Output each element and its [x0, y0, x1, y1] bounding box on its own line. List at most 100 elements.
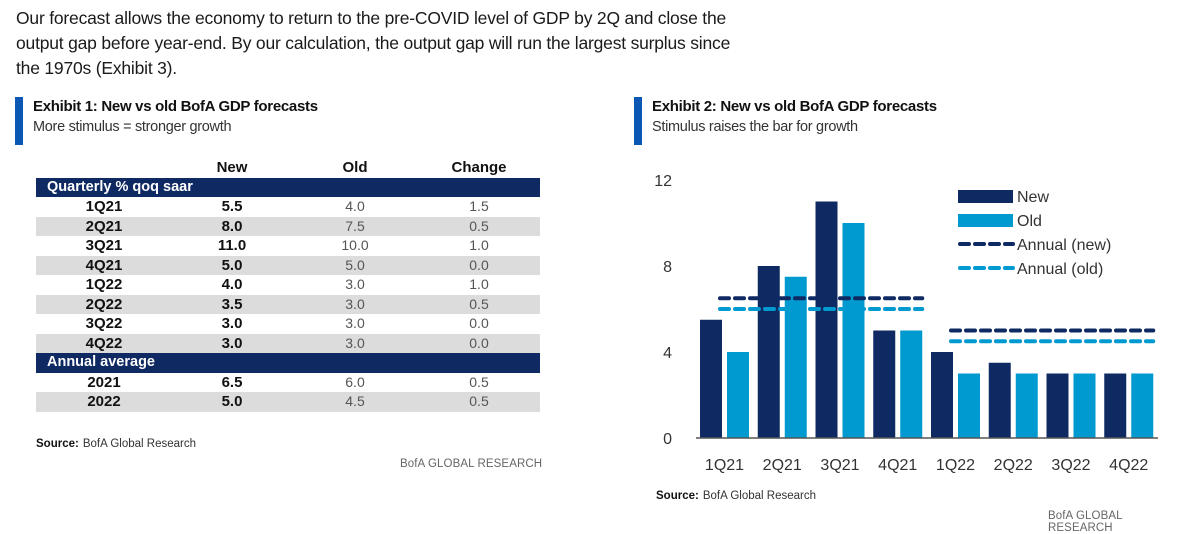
row-label: 4Q22	[36, 333, 172, 353]
section-header-label: Quarterly % qoq saar	[36, 177, 540, 197]
cell-old: 4.0	[345, 198, 365, 215]
bar-new-1q21	[700, 319, 722, 438]
table-row: 3Q21 11.0 10.0 1.0	[36, 236, 540, 256]
bar-old-2q22	[1015, 373, 1038, 438]
bar-new-1q22	[931, 352, 953, 438]
legend-label: Annual (old)	[1017, 261, 1103, 278]
cell-old: 3.0	[345, 315, 365, 332]
cell-old: 5.0	[292, 255, 418, 275]
cell-change: 1.5	[469, 198, 489, 215]
row-label: 1Q22	[85, 276, 123, 294]
exhibit1-source-label: Source:	[36, 438, 79, 450]
cell-change: 0.0	[418, 333, 540, 353]
exhibit2-subtitle: Stimulus raises the bar for growth	[652, 119, 858, 135]
cell-change: 1.0	[469, 276, 489, 293]
x-tick-label: 2Q21	[763, 457, 802, 474]
cell-new: 3.5	[172, 294, 292, 314]
cell-change: 1.0	[469, 237, 489, 254]
cell-new: 5.0	[172, 392, 292, 412]
exhibit2-source-label: Source:	[656, 490, 699, 502]
col-header-label	[36, 158, 172, 178]
cell-new: 4.0	[221, 276, 243, 294]
legend-swatch-old	[958, 214, 1013, 227]
bar-old-1q22	[958, 373, 980, 438]
cell-new: 3.0	[221, 315, 243, 333]
table-row: 3Q22 3.0 3.0 0.0	[36, 314, 540, 334]
bar-old-2q21	[784, 276, 807, 438]
legend-swatch-new	[958, 190, 1013, 203]
cell-old: 6.0	[345, 373, 365, 390]
row-label: 2Q21	[36, 216, 172, 236]
cell-old: 3.0	[292, 294, 418, 314]
exhibit2-title: Exhibit 2: New vs old BofA GDP forecasts	[652, 98, 937, 115]
forecast-table: New Old Change Quarterly % qoq saar 1Q21 5…	[36, 158, 540, 412]
row-label: 2022	[36, 392, 172, 412]
exhibit2-brand: BofA GLOBAL RESEARCH	[1048, 510, 1123, 534]
section-header-label: Annual average	[36, 353, 540, 373]
exhibit2-source: Source: BofA Global Research	[656, 490, 816, 502]
bar-new-2q22	[988, 362, 1011, 438]
exhibit1-source: Source: BofA Global Research	[36, 438, 196, 450]
cell-change: 0.5	[418, 392, 540, 412]
row-label: 2Q22	[36, 294, 172, 314]
bar-new-4q21	[873, 330, 896, 438]
table-header-row: New Old Change	[36, 158, 540, 178]
exhibit2-source-text: BofA Global Research	[702, 490, 816, 502]
bar-new-4q22	[1104, 373, 1127, 438]
table-row: 4Q22 3.0 3.0 0.0	[36, 333, 540, 353]
col-header-old: Old	[342, 159, 368, 177]
x-tick-label: 1Q21	[705, 457, 744, 474]
exhibit1-accent-bar	[15, 97, 23, 145]
cell-old: 10.0	[341, 237, 369, 254]
section-header-row: Annual average	[36, 353, 540, 373]
bar-new-3q21	[815, 201, 838, 438]
col-header-change: Change	[451, 159, 507, 177]
col-header-new: New	[216, 159, 248, 177]
cell-new: 3.0	[172, 333, 292, 353]
cell-change: 0.0	[469, 315, 489, 332]
legend-label: Annual (new)	[1017, 237, 1111, 254]
table-row: 1Q21 5.5 4.0 1.5	[36, 197, 540, 217]
table-row: 1Q22 4.0 3.0 1.0	[36, 275, 540, 295]
y-tick-label: 8	[663, 259, 672, 276]
row-label: 3Q22	[85, 315, 123, 333]
table-row: 2021 6.5 6.0 0.5	[36, 373, 540, 393]
y-tick-label: 0	[663, 431, 672, 448]
cell-old: 4.5	[292, 392, 418, 412]
cell-new: 5.5	[221, 198, 243, 216]
exhibit1-header: Exhibit 1: New vs old BofA GDP forecasts…	[15, 97, 318, 145]
cell-old: 7.5	[292, 216, 418, 236]
x-tick-label: 4Q21	[878, 457, 917, 474]
exhibit1-title: Exhibit 1: New vs old BofA GDP forecasts	[33, 98, 318, 115]
cell-old: 3.0	[292, 333, 418, 353]
row-label: 1Q21	[85, 198, 123, 216]
table-row: 2022 5.0 4.5 0.5	[36, 392, 540, 412]
cell-new: 11.0	[217, 237, 247, 255]
bar-old-3q21	[842, 223, 865, 438]
bar-old-4q21	[900, 330, 923, 438]
cell-change: 0.0	[418, 255, 540, 275]
x-tick-label: 3Q22	[1051, 457, 1090, 474]
gdp-bar-chart: 0 4 8 12 1Q21 2Q21 3Q21 4Q21 1Q22 2Q22 3Q22 4Q22 New…	[654, 173, 1158, 474]
bar-old-1q21	[727, 352, 749, 438]
x-tick-label: 2Q22	[994, 457, 1033, 474]
table-row: 4Q21 5.0 5.0 0.0	[36, 255, 540, 275]
table-row: 2Q22 3.5 3.0 0.5	[36, 294, 540, 314]
bar-old-3q22	[1073, 373, 1096, 438]
row-label: 4Q21	[36, 255, 172, 275]
exhibit1-subtitle: More stimulus = stronger growth	[33, 119, 232, 135]
y-tick-label: 12	[654, 173, 672, 190]
section-header-row: Quarterly % qoq saar	[36, 177, 540, 197]
cell-change: 0.5	[418, 216, 540, 236]
legend-label: Old	[1017, 213, 1042, 230]
bar-new-3q22	[1046, 373, 1069, 438]
x-tick-label: 3Q21	[820, 457, 859, 474]
cell-change: 0.5	[469, 373, 489, 390]
exhibit1-source-text: BofA Global Research	[82, 438, 196, 450]
cell-new: 5.0	[172, 255, 292, 275]
legend-label: New	[1017, 189, 1049, 206]
exhibit2-accent-bar	[634, 97, 642, 145]
cell-old: 3.0	[345, 276, 365, 293]
table-row: 2Q21 8.0 7.5 0.5	[36, 216, 540, 236]
exhibit1-brand: BofA GLOBAL RESEARCH	[400, 458, 543, 470]
